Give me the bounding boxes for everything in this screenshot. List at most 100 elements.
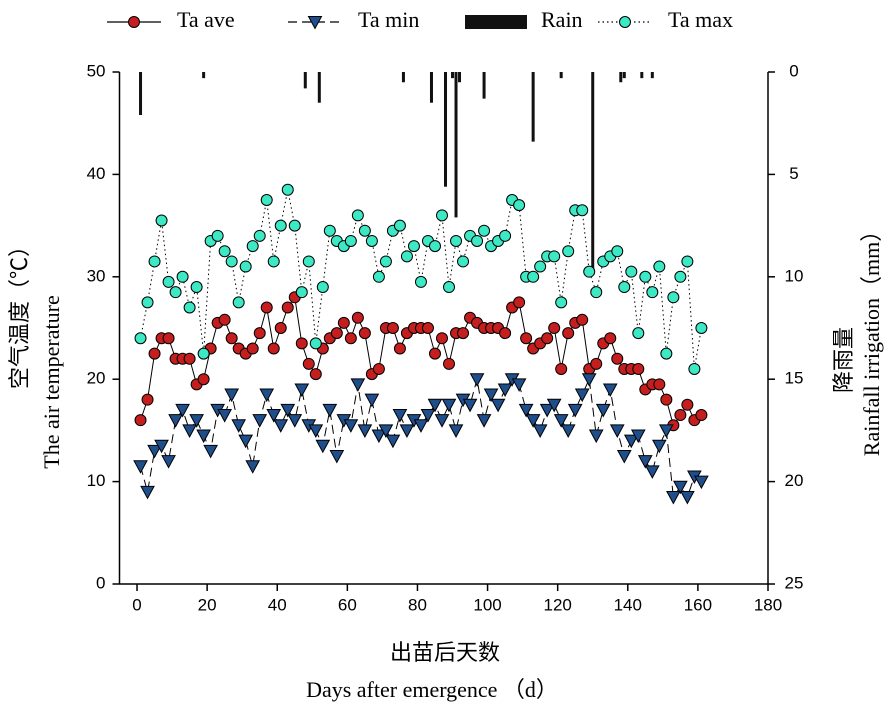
marker: [267, 255, 280, 268]
marker: [534, 260, 547, 273]
marker: [295, 337, 308, 350]
marker: [428, 240, 441, 253]
marker: [590, 357, 603, 370]
marker: [567, 403, 583, 418]
marker: [666, 490, 681, 505]
marker: [309, 368, 322, 381]
marker: [673, 480, 688, 495]
marker: [688, 362, 701, 375]
legend-label: Rain: [541, 7, 583, 32]
marker: [365, 234, 378, 247]
marker: [414, 275, 427, 288]
x-tick-label: 180: [754, 595, 782, 614]
y2-tick-label: 10: [785, 266, 804, 285]
marker: [183, 301, 196, 314]
marker: [274, 219, 287, 232]
marker: [260, 301, 273, 314]
marker: [574, 388, 590, 403]
rain-bar: [640, 72, 644, 79]
marker: [386, 322, 399, 334]
marker: [619, 16, 631, 28]
marker: [225, 332, 238, 345]
rain-bar: [303, 72, 307, 89]
y-axis-label: The air temperature: [39, 295, 64, 468]
marker: [400, 250, 413, 263]
marker: [315, 439, 331, 454]
marker: [695, 322, 708, 334]
marker: [527, 270, 540, 283]
rain-bar: [622, 72, 626, 79]
marker: [651, 439, 667, 454]
x-tick-label: 40: [268, 595, 287, 614]
legend-label: Ta min: [358, 7, 419, 32]
marker: [637, 455, 653, 469]
marker: [595, 403, 611, 418]
marker: [358, 224, 371, 237]
marker: [344, 234, 357, 247]
marker: [497, 383, 513, 397]
y2-tick-label: 15: [785, 369, 804, 388]
marker: [302, 357, 315, 370]
y-tick-label: 10: [87, 471, 106, 490]
marker: [196, 429, 211, 444]
rain-bar: [619, 72, 623, 83]
x-tick-label: 0: [132, 595, 141, 614]
marker: [476, 414, 492, 428]
marker: [553, 414, 569, 428]
marker: [307, 16, 323, 30]
marker: [611, 352, 624, 365]
marker: [378, 424, 394, 438]
marker: [133, 460, 148, 474]
marker: [266, 409, 282, 423]
marker: [217, 409, 233, 423]
marker: [539, 403, 555, 418]
marker: [168, 414, 183, 428]
rain-bar: [531, 72, 535, 142]
marker: [364, 393, 380, 408]
marker: [246, 240, 259, 253]
marker: [450, 234, 463, 247]
marker: [183, 352, 196, 365]
marker: [520, 332, 533, 345]
marker: [148, 255, 161, 268]
marker: [372, 270, 385, 283]
marker: [427, 398, 443, 413]
marker: [392, 409, 408, 423]
y-tick-label: 40: [87, 164, 106, 183]
marker: [309, 337, 322, 350]
marker: [140, 485, 155, 500]
marker: [295, 286, 308, 299]
series-1: [133, 373, 709, 505]
marker: [562, 327, 575, 340]
marker: [218, 313, 231, 326]
marker: [588, 429, 604, 444]
marker: [471, 234, 484, 247]
marker: [371, 429, 387, 444]
marker: [182, 424, 197, 438]
rain-bar: [202, 72, 206, 79]
marker: [646, 286, 659, 299]
marker: [435, 332, 448, 345]
marker: [322, 403, 338, 418]
marker: [259, 388, 275, 403]
marker: [399, 424, 415, 438]
marker: [393, 219, 406, 232]
marker: [583, 265, 596, 278]
marker: [190, 281, 203, 294]
marker: [632, 362, 645, 375]
marker: [421, 322, 434, 334]
marker: [490, 398, 506, 413]
marker: [357, 424, 373, 438]
marker: [555, 296, 568, 309]
marker: [224, 388, 240, 403]
marker: [546, 398, 562, 413]
marker: [231, 419, 247, 433]
marker: [337, 316, 350, 329]
marker: [154, 439, 169, 454]
marker: [385, 434, 401, 449]
marker: [602, 383, 618, 397]
marker: [141, 393, 154, 406]
marker: [329, 450, 345, 464]
marker: [330, 327, 343, 340]
